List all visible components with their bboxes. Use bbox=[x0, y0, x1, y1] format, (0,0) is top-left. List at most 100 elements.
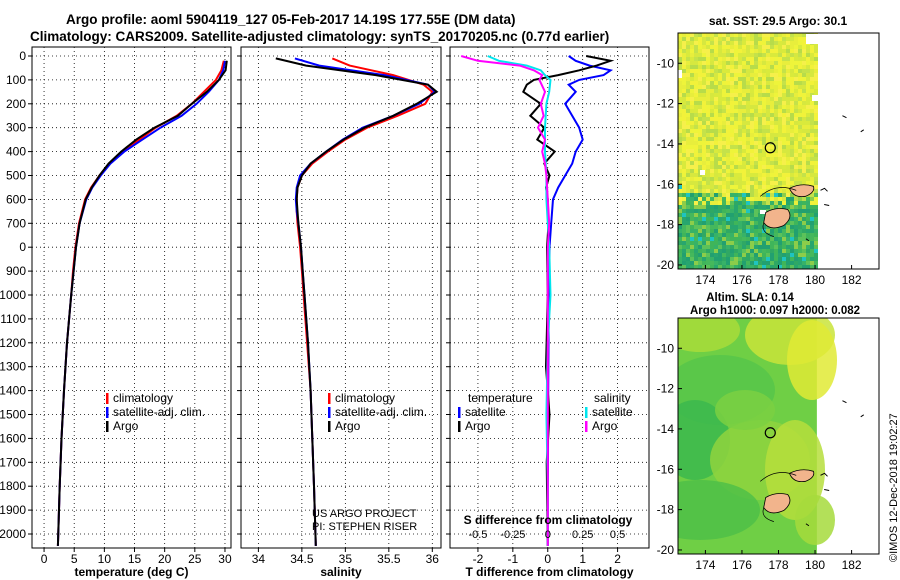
float-position-marker bbox=[764, 427, 776, 439]
sla-map-title-1: Altim. SLA: 0.14 bbox=[706, 292, 794, 304]
y-tick-label: 1400 bbox=[0, 384, 26, 398]
x-tick-label: 10 bbox=[98, 552, 112, 566]
legend-swatch bbox=[585, 407, 588, 418]
s-tick-label: 0.5 bbox=[610, 529, 625, 541]
credit-project: US ARGO PROJECT bbox=[312, 508, 417, 520]
map-x-tick-label: 180 bbox=[805, 558, 825, 572]
x-tick-label: 20 bbox=[158, 552, 172, 566]
float-position-marker bbox=[764, 142, 776, 154]
map-x-tick-label: 174 bbox=[695, 558, 715, 572]
y-tick-label: 1800 bbox=[0, 479, 26, 493]
y-tick-label: 1900 bbox=[0, 503, 26, 517]
y-tick-label: 100 bbox=[6, 73, 26, 87]
x-tick-label: 36 bbox=[426, 552, 440, 566]
legend-swatch bbox=[106, 407, 109, 418]
map-x-tick-label: 174 bbox=[695, 273, 715, 287]
map-y-tick-label: -14 bbox=[657, 422, 675, 436]
sla-map-title-2: Argo h1000: 0.097 h2000: 0.082 bbox=[690, 305, 860, 317]
legend-swatch bbox=[328, 393, 331, 404]
y-tick-label: 700 bbox=[6, 216, 26, 230]
legend-label: satellite-adj. clim. bbox=[113, 405, 205, 419]
legend-swatch bbox=[106, 421, 109, 432]
legend-swatch bbox=[106, 393, 109, 404]
map-y-tick-label: -18 bbox=[657, 503, 675, 517]
x-tick-label: 1 bbox=[579, 552, 586, 566]
map-x-tick-label: 182 bbox=[842, 558, 862, 572]
y-tick-label: 1500 bbox=[0, 408, 26, 422]
map-y-tick-label: -12 bbox=[657, 97, 675, 111]
sla-map: 174 176 178 180 182 -10 -12 -14 -16 -18 -20 Altim. … bbox=[657, 292, 880, 572]
imos-timestamp: ©IMOS 12-Dec-2018 19:02:27 bbox=[888, 413, 900, 562]
legend-swatch bbox=[458, 421, 461, 432]
x-axis-label: T difference from climatology bbox=[465, 565, 633, 579]
y-tick-label: 1300 bbox=[0, 360, 26, 374]
land-islands bbox=[759, 400, 865, 527]
legend-swatch bbox=[328, 421, 331, 432]
x-tick-label: 15 bbox=[128, 552, 142, 566]
sst-map: 174 176 178 180 182 -10 -12 -14 -16 -18 -20 sat. SS… bbox=[657, 14, 880, 287]
y-tick-label: 2000 bbox=[0, 527, 26, 541]
map-x-tick-label: 178 bbox=[768, 558, 788, 572]
s-axis-label: S difference from climatology bbox=[464, 513, 633, 527]
sst-map-title: sat. SST: 29.5 Argo: 30.1 bbox=[709, 14, 848, 28]
legend-heading-temperature: temperature bbox=[468, 391, 533, 405]
series-line-s-argo bbox=[460, 55, 551, 546]
legend-label: satellite bbox=[592, 405, 633, 419]
x-tick-label: 35 bbox=[339, 552, 353, 566]
s-tick-label: -0.5 bbox=[468, 529, 487, 541]
series-line-argo bbox=[275, 57, 439, 546]
legend-label: Argo bbox=[465, 419, 491, 433]
difference-panel: -2 -1 0 1 2T difference from climatology -0.5… bbox=[446, 46, 650, 579]
map-y-tick-label: -10 bbox=[657, 56, 675, 70]
map-y-tick-label: -16 bbox=[657, 462, 675, 476]
map-x-tick-label: 182 bbox=[842, 273, 862, 287]
y-tick-label: 900 bbox=[6, 264, 26, 278]
series-line-argo bbox=[56, 60, 228, 546]
y-tick-label: 500 bbox=[6, 169, 26, 183]
title-line-1: Argo profile: aoml 5904119_127 05-Feb-20… bbox=[66, 12, 516, 27]
legend-label: Argo bbox=[113, 419, 139, 433]
map-y-tick-label: -20 bbox=[657, 543, 675, 557]
x-tick-label: 2 bbox=[614, 552, 621, 566]
map-y-tick-label: -16 bbox=[657, 177, 675, 191]
y-tick-label: 400 bbox=[6, 145, 26, 159]
map-y-tick-label: -14 bbox=[657, 137, 675, 151]
plot-frame bbox=[240, 46, 442, 549]
x-tick-label: 0 bbox=[544, 552, 551, 566]
legend-swatch bbox=[458, 407, 461, 418]
x-tick-label: -1 bbox=[508, 552, 519, 566]
legend-swatch bbox=[585, 421, 588, 432]
y-tick-label: 1700 bbox=[0, 455, 26, 469]
legend-swatch bbox=[328, 407, 331, 418]
x-tick-label: 5 bbox=[71, 552, 78, 566]
y-tick-label: 600 bbox=[6, 192, 26, 206]
x-axis-label: temperature (deg C) bbox=[74, 565, 188, 579]
legend-label: Argo bbox=[592, 419, 618, 433]
y-tick-label: 0 bbox=[19, 240, 26, 254]
x-tick-label: 34 bbox=[252, 552, 266, 566]
land-islands bbox=[759, 115, 865, 242]
temperature-panel: 0 5 10 15 20 25 30 temperature (deg C) 0 100 200 30… bbox=[0, 46, 232, 579]
map-x-tick-label: 176 bbox=[732, 273, 752, 287]
legend-heading-salinity: salinity bbox=[594, 391, 631, 405]
x-axis-label: salinity bbox=[320, 565, 362, 579]
x-tick-label: 0 bbox=[41, 552, 48, 566]
map-y-tick-label: -10 bbox=[657, 341, 675, 355]
y-tick-label: 1600 bbox=[0, 431, 26, 445]
legend-label: climatology bbox=[335, 391, 395, 405]
x-tick-label: 25 bbox=[188, 552, 202, 566]
y-tick-label: 1100 bbox=[0, 312, 26, 326]
x-tick-label: 34.5 bbox=[290, 552, 314, 566]
map-x-tick-label: 176 bbox=[732, 558, 752, 572]
y-tick-label: 0 bbox=[19, 49, 26, 63]
legend-label: satellite-adj. clim. bbox=[335, 405, 427, 419]
y-tick-label: 200 bbox=[6, 97, 26, 111]
map-y-tick-label: -12 bbox=[657, 382, 675, 396]
map-y-tick-label: -18 bbox=[657, 218, 675, 232]
map-x-tick-label: 180 bbox=[805, 273, 825, 287]
legend-label: Argo bbox=[335, 419, 361, 433]
y-tick-label: 300 bbox=[6, 121, 26, 135]
y-tick-label: 1000 bbox=[0, 288, 26, 302]
map-field bbox=[678, 33, 865, 269]
legend-label: climatology bbox=[113, 391, 173, 405]
